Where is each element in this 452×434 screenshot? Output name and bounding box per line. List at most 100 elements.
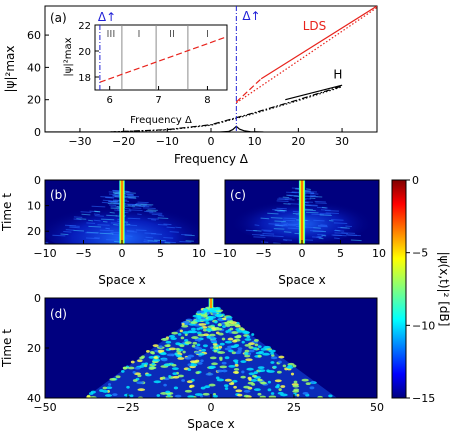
panel-a-xtick-label: 0 [208, 135, 215, 148]
turbulence-spot [234, 363, 239, 367]
turbulence-spot [210, 346, 214, 350]
turbulence-spot [244, 343, 251, 347]
turbulence-spot [266, 369, 270, 373]
turbulence-spot [163, 383, 167, 387]
inset-region-label: III [106, 29, 115, 40]
ripple-streak [283, 203, 291, 205]
turbulence-spot [153, 380, 162, 384]
ripple-streak [135, 229, 147, 232]
turbulence-spot [214, 320, 218, 324]
panel-b-xtick-label: 5 [157, 247, 164, 260]
turbulence-spot [221, 361, 227, 365]
turbulence-spot [259, 395, 266, 398]
ripple-streak [163, 237, 174, 239]
turbulence-spot [210, 335, 215, 339]
turbulence-spot [275, 385, 280, 389]
ripple-streak [126, 230, 138, 233]
colorbar: 0 −5 −10 −15 |ψ(x,t)|² [dB] [391, 174, 451, 405]
panel-d-ytick-label: 40 [27, 392, 41, 405]
ripple-streak [303, 226, 315, 229]
turbulence-spot [257, 345, 262, 349]
turbulence-spot [214, 307, 221, 311]
turbulence-spot [244, 349, 250, 353]
turbulence-spot [195, 371, 200, 375]
colorbar-tick-label: −10 [412, 319, 435, 332]
ripple-streak [76, 218, 87, 220]
ripple-streak [128, 209, 143, 211]
turbulence-spot [219, 358, 223, 361]
turbulence-spot [247, 352, 252, 356]
turbulence-spot [160, 392, 168, 395]
panel-c-xtick-label: −10 [213, 247, 236, 260]
turbulence-spot [196, 310, 205, 314]
turbulence-spot [290, 372, 295, 376]
ripple-streak [108, 193, 116, 196]
ripple-streak [126, 224, 138, 227]
turbulence-spot [221, 337, 226, 341]
ripple-streak [105, 197, 114, 199]
turbulence-spot [152, 358, 158, 362]
ripple-streak [334, 237, 340, 240]
turbulence-spot [305, 382, 311, 386]
ripple-streak [126, 235, 133, 237]
panel-d-xtick-label: 25 [287, 401, 301, 414]
panel-b-ytick-label: 0 [34, 174, 41, 187]
turbulence-spot [244, 338, 252, 341]
ripple-streak [304, 189, 311, 192]
turbulence-spot [182, 331, 190, 334]
turbulence-spot [257, 366, 265, 370]
turbulence-spot [107, 383, 112, 386]
turbulence-spot [184, 389, 192, 393]
ripple-streak [144, 232, 157, 235]
turbulence-spot [317, 395, 323, 398]
ripple-streak [86, 231, 99, 234]
turbulence-spot [205, 328, 210, 331]
turbulence-spot [225, 330, 229, 334]
turbulence-spot [224, 340, 233, 344]
ripple-streak [282, 196, 290, 199]
panel-d: (d) −50 −25 0 25 50 0 20 40 Space x Time t [0, 292, 384, 431]
inset-frame [94, 24, 228, 91]
turbulence-spot [172, 372, 178, 376]
inset-xlabel: Frequency Δ [130, 115, 192, 126]
ripple-streak [151, 219, 157, 221]
inset-lds-dashed-line [99, 36, 228, 83]
turbulence-spot [258, 369, 266, 373]
turbulence-spot [189, 360, 198, 363]
turbulence-spot [134, 366, 141, 370]
ripple-streak [101, 218, 115, 221]
turbulence-spot [182, 350, 186, 354]
turbulence-spot [202, 392, 210, 396]
turbulence-spot [241, 340, 245, 344]
turbulence-spot [139, 365, 145, 368]
inset-ytick-label: 20 [78, 47, 91, 58]
turbulence-spot [190, 327, 196, 331]
turbulence-spot [252, 347, 258, 350]
turbulence-spot [209, 356, 217, 360]
colorbar-gradient [391, 179, 407, 399]
ripple-streak [305, 211, 319, 214]
turbulence-spot [207, 317, 214, 321]
panel-c-xtick-label: 5 [337, 247, 344, 260]
turbulence-spot [192, 341, 198, 345]
panel-a-xtick-label: −20 [112, 135, 135, 148]
turbulence-spot [276, 370, 282, 374]
panel-d-soliton-beam [208, 298, 214, 308]
turbulence-spot [210, 339, 217, 343]
turbulence-spot [187, 354, 195, 358]
ripple-streak [73, 216, 83, 218]
turbulence-spot [250, 379, 258, 382]
turbulence-spot [248, 346, 254, 349]
turbulence-spot [182, 320, 190, 324]
h-dotted-line [110, 86, 343, 132]
panel-a-ylabel: |ψ|²max [3, 46, 17, 93]
panel-a-xlabel: Frequency Δ [174, 152, 249, 166]
turbulence-spot [186, 380, 193, 384]
turbulence-spot [219, 365, 228, 369]
turbulence-spot [221, 369, 228, 373]
ripple-streak [125, 207, 131, 210]
ripple-streak [318, 237, 324, 240]
ripple-streak [251, 234, 265, 236]
ripple-streak [164, 242, 171, 244]
